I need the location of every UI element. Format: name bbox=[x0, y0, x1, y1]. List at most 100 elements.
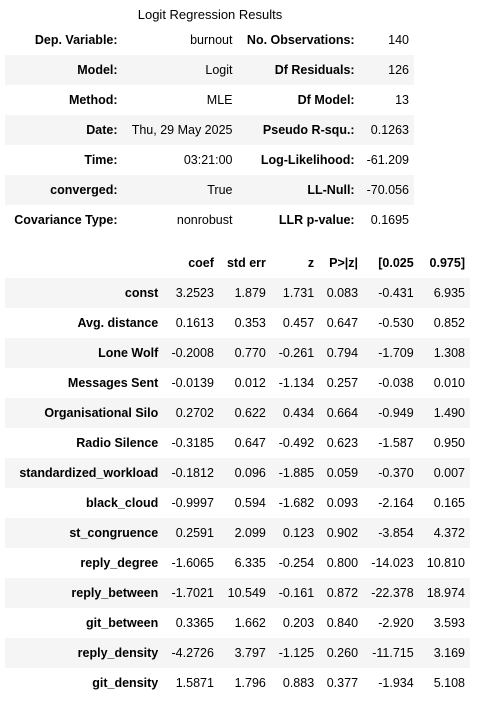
coefficient-row: Radio Silence -0.3185 0.647 -0.492 0.623 -1.5… bbox=[5, 428, 470, 458]
coefficient-column-header: coef bbox=[188, 256, 214, 270]
coefficient-value: -3.854 bbox=[363, 518, 419, 548]
coefficient-value: 0.165 bbox=[433, 496, 465, 510]
summary-value: MLE bbox=[206, 93, 233, 107]
coefficient-value: -1.7021 bbox=[163, 578, 219, 608]
coefficient-row: Organisational Silo 0.2702 0.622 0.434 0.664… bbox=[5, 398, 470, 428]
coefficient-value: 0.647 bbox=[326, 316, 359, 330]
coefficient-value: 0.093 bbox=[326, 496, 359, 510]
summary-value: 126 bbox=[359, 55, 414, 85]
coefficient-value: -1.709 bbox=[363, 338, 419, 368]
coefficient-value: 10.810 bbox=[426, 556, 465, 570]
coefficient-value: 0.950 bbox=[433, 436, 465, 450]
coefficient-value: -0.492 bbox=[278, 436, 315, 450]
coefficient-value: 1.731 bbox=[270, 278, 320, 308]
model-summary-table: Dep. Variable: burnout No. Observations: 14… bbox=[5, 25, 414, 235]
coefficient-value: -1.125 bbox=[270, 638, 320, 668]
coefficient-value: -0.161 bbox=[270, 578, 320, 608]
summary-label: Covariance Type: bbox=[14, 213, 118, 227]
variable-name: git_between bbox=[86, 616, 159, 630]
coefficient-value: 0.794 bbox=[319, 338, 364, 368]
coefficient-value: 3.593 bbox=[433, 616, 465, 630]
coefficient-row: st_congruence 0.2591 2.099 0.123 0.902 -3.854… bbox=[5, 518, 470, 548]
coefficient-value: -1.682 bbox=[278, 496, 315, 510]
coefficient-table: coef std err z P>|z| [0.025 0.975] const 3.252… bbox=[5, 248, 470, 698]
coefficient-value: 3.169 bbox=[418, 638, 470, 668]
coefficient-value: 0.434 bbox=[270, 398, 320, 428]
variable-name: Lone Wolf bbox=[5, 338, 164, 368]
coefficient-value: 0.872 bbox=[319, 578, 364, 608]
summary-value: -70.056 bbox=[359, 175, 414, 205]
summary-row: Dep. Variable: burnout No. Observations: 14… bbox=[5, 25, 414, 55]
coefficient-value: 0.622 bbox=[218, 398, 271, 428]
summary-value: nonrobust bbox=[176, 213, 233, 227]
coefficient-value: -22.378 bbox=[363, 578, 419, 608]
summary-row: Method: MLE Df Model: 13 bbox=[5, 85, 414, 115]
coefficient-value: -0.431 bbox=[363, 278, 419, 308]
coefficient-row: reply_degree -1.6065 6.335 -0.254 0.800 -14.0… bbox=[5, 548, 470, 578]
coefficient-value: 0.377 bbox=[326, 676, 359, 690]
coefficient-row: Lone Wolf -0.2008 0.770 -0.261 0.794 -1.709 1.… bbox=[5, 338, 470, 368]
coefficient-value: 1.308 bbox=[418, 338, 470, 368]
coefficient-value: 6.935 bbox=[418, 278, 470, 308]
summary-label: Dep. Variable: bbox=[34, 33, 118, 47]
coefficient-value: 0.059 bbox=[319, 458, 364, 488]
coefficient-value: 0.902 bbox=[319, 518, 364, 548]
variable-name: standardized_workload bbox=[5, 458, 164, 488]
summary-label: LL-Null: bbox=[237, 175, 360, 205]
summary-value: -61.209 bbox=[366, 153, 409, 167]
coefficient-value: -14.023 bbox=[371, 556, 414, 570]
coefficient-value: 0.096 bbox=[218, 458, 271, 488]
coefficient-value: 0.800 bbox=[326, 556, 359, 570]
coefficient-value: 0.260 bbox=[319, 638, 364, 668]
coefficient-value: 1.796 bbox=[234, 676, 266, 690]
variable-name: reply_density bbox=[5, 638, 164, 668]
variable-name: const bbox=[5, 278, 164, 308]
coefficient-row: git_density 1.5871 1.796 0.883 0.377 -1.934 5.… bbox=[5, 668, 470, 698]
summary-value: 0.1263 bbox=[359, 115, 414, 145]
coefficient-value: 0.1613 bbox=[175, 316, 214, 330]
coefficient-value: 1.5871 bbox=[175, 676, 214, 690]
coefficient-value: 3.2523 bbox=[163, 278, 219, 308]
variable-name: Messages Sent bbox=[67, 376, 159, 390]
coefficient-value: 6.335 bbox=[234, 556, 266, 570]
coefficient-column-header: P>|z| bbox=[329, 256, 359, 270]
coefficient-value: 0.840 bbox=[326, 616, 359, 630]
coefficient-value: -0.1812 bbox=[163, 458, 219, 488]
coefficient-value: 0.852 bbox=[433, 316, 465, 330]
coefficient-value: 0.007 bbox=[418, 458, 470, 488]
summary-label: No. Observations: bbox=[246, 33, 355, 47]
coefficient-value: 0.353 bbox=[234, 316, 266, 330]
summary-row: Date: Thu, 29 May 2025 Pseudo R-squ.: 0.126… bbox=[5, 115, 414, 145]
coefficient-value: 1.879 bbox=[218, 278, 271, 308]
coefficient-value: -1.6065 bbox=[171, 556, 214, 570]
summary-label: Df Model: bbox=[297, 93, 355, 107]
coefficient-row: reply_density -4.2726 3.797 -1.125 0.260 -11.… bbox=[5, 638, 470, 668]
summary-row: Time: 03:21:00 Log-Likelihood: -61.209 bbox=[5, 145, 414, 175]
summary-label: Df Residuals: bbox=[237, 55, 360, 85]
coefficient-value: 3.797 bbox=[218, 638, 271, 668]
coefficient-value: -0.261 bbox=[270, 338, 320, 368]
summary-value: 03:21:00 bbox=[183, 153, 233, 167]
coefficient-value: 0.883 bbox=[282, 676, 315, 690]
summary-value: Thu, 29 May 2025 bbox=[122, 115, 238, 145]
coefficient-value: -0.9997 bbox=[171, 496, 214, 510]
coefficient-value: 0.083 bbox=[319, 278, 364, 308]
summary-label: Date: bbox=[5, 115, 123, 145]
coefficient-column-header bbox=[5, 248, 163, 278]
coefficient-value: 0.623 bbox=[326, 436, 359, 450]
coefficient-value: -1.885 bbox=[270, 458, 320, 488]
summary-value: 13 bbox=[395, 93, 409, 107]
coefficient-value: 0.770 bbox=[218, 338, 271, 368]
summary-label: Method: bbox=[68, 93, 118, 107]
summary-value: 140 bbox=[388, 33, 409, 47]
summary-row: converged: True LL-Null: -70.056 bbox=[5, 175, 414, 205]
coefficient-value: -1.587 bbox=[378, 436, 414, 450]
coefficient-value: 0.010 bbox=[433, 376, 465, 390]
summary-row: Model: Logit Df Residuals: 126 bbox=[5, 55, 414, 85]
coefficient-value: -0.038 bbox=[378, 376, 414, 390]
summary-label: Log-Likelihood: bbox=[260, 153, 355, 167]
coefficient-value: -2.164 bbox=[378, 496, 414, 510]
coefficient-column-header: 0.975] bbox=[429, 256, 465, 270]
coefficient-value: -0.254 bbox=[278, 556, 315, 570]
variable-name: git_density bbox=[92, 676, 159, 690]
